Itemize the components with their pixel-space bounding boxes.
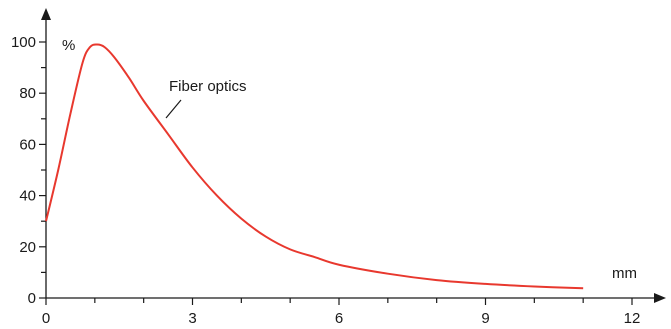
y-tick-label: 40 (19, 188, 36, 205)
y-axis-arrow (41, 8, 51, 20)
y-tick-label: 20 (19, 239, 36, 256)
y-tick-label: 60 (19, 136, 36, 153)
annotation-leader (165, 99, 182, 119)
ticks (39, 41, 633, 305)
x-unit-label: mm (612, 265, 637, 282)
series-line-fiber-optics (45, 43, 584, 290)
axes (41, 8, 666, 303)
y-tick-label: 100 (11, 34, 36, 51)
x-tick-label: 6 (335, 310, 343, 327)
tick-labels: 0 3 6 9 12 0 20 40 60 80 100 (11, 34, 640, 327)
annotation-fiber-optics: Fiber optics (169, 78, 247, 95)
x-tick-label: 0 (42, 310, 50, 327)
y-unit-label: % (62, 37, 75, 54)
x-tick-label: 12 (624, 310, 641, 327)
y-tick-label: 0 (28, 290, 36, 307)
x-tick-label: 3 (188, 310, 196, 327)
x-tick-label: 9 (481, 310, 489, 327)
x-axis-arrow (654, 293, 666, 303)
y-tick-label: 80 (19, 85, 36, 102)
series-layer (45, 43, 584, 290)
